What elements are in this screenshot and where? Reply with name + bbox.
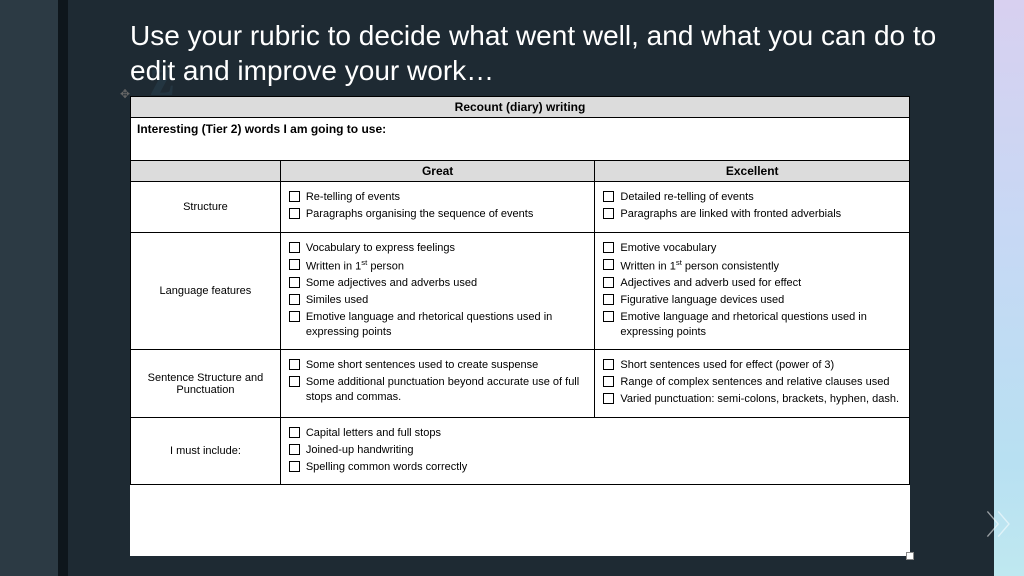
criteria-cell-excellent: Emotive vocabulary Written in 1st person … [595, 232, 910, 350]
checkbox-icon[interactable] [289, 376, 300, 387]
criteria-item: Spelling common words correctly [289, 460, 901, 475]
move-handle-icon[interactable]: ✥ [120, 87, 130, 101]
criteria-text: Joined-up handwriting [306, 443, 414, 458]
criteria-item: Re-telling of events [289, 190, 587, 205]
slide: z Use your rubric to decide what went we… [0, 0, 1024, 576]
criteria-item: Range of complex sentences and relative … [603, 375, 901, 390]
checkbox-icon[interactable] [603, 311, 614, 322]
column-header-row: Great Excellent [131, 161, 910, 182]
criteria-item: Paragraphs are linked with fronted adver… [603, 207, 901, 222]
checkbox-icon[interactable] [603, 359, 614, 370]
checkbox-icon[interactable] [603, 242, 614, 253]
criteria-text: Emotive language and rhetorical question… [306, 310, 587, 340]
left-accent-bar [0, 0, 58, 576]
criteria-item: Some additional punctuation beyond accur… [289, 375, 587, 405]
criteria-text: Paragraphs organising the sequence of ev… [306, 207, 534, 222]
chevron-next-icon[interactable] [982, 506, 1018, 542]
criteria-text: Written in 1st person consistently [620, 258, 779, 275]
criteria-cell-great: Some short sentences used to create susp… [280, 350, 595, 418]
rubric-row: I must include:Capital letters and full … [131, 417, 910, 485]
row-label: I must include: [131, 417, 281, 485]
criteria-item: Paragraphs organising the sequence of ev… [289, 207, 587, 222]
criteria-item: Short sentences used for effect (power o… [603, 358, 901, 373]
criteria-text: Similes used [306, 293, 368, 308]
criteria-text: Short sentences used for effect (power o… [620, 358, 834, 373]
criteria-cell-great: Vocabulary to express feelings Written in… [280, 232, 595, 350]
slide-heading: Use your rubric to decide what went well… [130, 18, 954, 88]
checkbox-icon[interactable] [289, 242, 300, 253]
criteria-text: Range of complex sentences and relative … [620, 375, 889, 390]
criteria-text: Emotive vocabulary [620, 241, 716, 256]
criteria-cell-great: Re-telling of events Paragraphs organisin… [280, 182, 595, 233]
checkbox-icon[interactable] [603, 376, 614, 387]
checkbox-icon[interactable] [603, 191, 614, 202]
criteria-text: Varied punctuation: semi-colons, bracket… [620, 392, 899, 407]
col-header-blank [131, 161, 281, 182]
criteria-item: Joined-up handwriting [289, 443, 901, 458]
criteria-text: Capital letters and full stops [306, 426, 441, 441]
resize-handle-icon[interactable] [906, 552, 914, 560]
criteria-item: Emotive language and rhetorical question… [289, 310, 587, 340]
row-label: Sentence Structure and Punctuation [131, 350, 281, 418]
criteria-item: Capital letters and full stops [289, 426, 901, 441]
criteria-text: Spelling common words correctly [306, 460, 467, 475]
criteria-item: Varied punctuation: semi-colons, bracket… [603, 392, 901, 407]
rubric-row: Sentence Structure and Punctuation Some s… [131, 350, 910, 418]
criteria-item: Written in 1st person consistently [603, 258, 901, 275]
criteria-text: Detailed re-telling of events [620, 190, 753, 205]
right-accent-bar [994, 0, 1024, 576]
criteria-cell-excellent: Detailed re-telling of events Paragraphs … [595, 182, 910, 233]
criteria-item: Figurative language devices used [603, 293, 901, 308]
criteria-text: Emotive language and rhetorical question… [620, 310, 901, 340]
rubric-row: Language featuresVocabulary to express f… [131, 232, 910, 350]
checkbox-icon[interactable] [603, 259, 614, 270]
col-header-great: Great [280, 161, 595, 182]
rubric-container: ✥ Recount (diary) writing Interesting (T… [130, 96, 910, 556]
rubric-title: Recount (diary) writing [131, 97, 910, 118]
tier2-label: Interesting (Tier 2) words I am going to… [131, 118, 910, 161]
checkbox-icon[interactable] [603, 393, 614, 404]
criteria-text: Some additional punctuation beyond accur… [306, 375, 587, 405]
criteria-item: Adjectives and adverb used for effect [603, 276, 901, 291]
criteria-text: Figurative language devices used [620, 293, 784, 308]
checkbox-icon[interactable] [289, 259, 300, 270]
checkbox-icon[interactable] [289, 444, 300, 455]
checkbox-icon[interactable] [603, 294, 614, 305]
rubric-title-row: Recount (diary) writing [131, 97, 910, 118]
checkbox-icon[interactable] [289, 359, 300, 370]
criteria-text: Some short sentences used to create susp… [306, 358, 538, 373]
checkbox-icon[interactable] [603, 277, 614, 288]
rubric-row: Structure Re-telling of events Paragraphs … [131, 182, 910, 233]
criteria-item: Some short sentences used to create susp… [289, 358, 587, 373]
left-edge-bar [58, 0, 68, 576]
rubric-table: Recount (diary) writing Interesting (Tie… [130, 96, 910, 485]
checkbox-icon[interactable] [289, 277, 300, 288]
criteria-item: Emotive vocabulary [603, 241, 901, 256]
row-label: Language features [131, 232, 281, 350]
criteria-text: Vocabulary to express feelings [306, 241, 455, 256]
checkbox-icon[interactable] [603, 208, 614, 219]
criteria-text: Re-telling of events [306, 190, 400, 205]
checkbox-icon[interactable] [289, 427, 300, 438]
checkbox-icon[interactable] [289, 208, 300, 219]
criteria-item: Detailed re-telling of events [603, 190, 901, 205]
col-header-excellent: Excellent [595, 161, 910, 182]
criteria-item: Emotive language and rhetorical question… [603, 310, 901, 340]
criteria-text: Some adjectives and adverbs used [306, 276, 477, 291]
checkbox-icon[interactable] [289, 294, 300, 305]
criteria-item: Some adjectives and adverbs used [289, 276, 587, 291]
row-label: Structure [131, 182, 281, 233]
criteria-text: Paragraphs are linked with fronted adver… [620, 207, 841, 222]
tier2-row: Interesting (Tier 2) words I am going to… [131, 118, 910, 161]
criteria-text: Written in 1st person [306, 258, 404, 275]
checkbox-icon[interactable] [289, 311, 300, 322]
checkbox-icon[interactable] [289, 191, 300, 202]
criteria-item: Similes used [289, 293, 587, 308]
criteria-item: Vocabulary to express feelings [289, 241, 587, 256]
checkbox-icon[interactable] [289, 461, 300, 472]
criteria-cell-great: Capital letters and full stops Joined-up … [280, 417, 909, 485]
criteria-cell-excellent: Short sentences used for effect (power o… [595, 350, 910, 418]
criteria-item: Written in 1st person [289, 258, 587, 275]
criteria-text: Adjectives and adverb used for effect [620, 276, 801, 291]
